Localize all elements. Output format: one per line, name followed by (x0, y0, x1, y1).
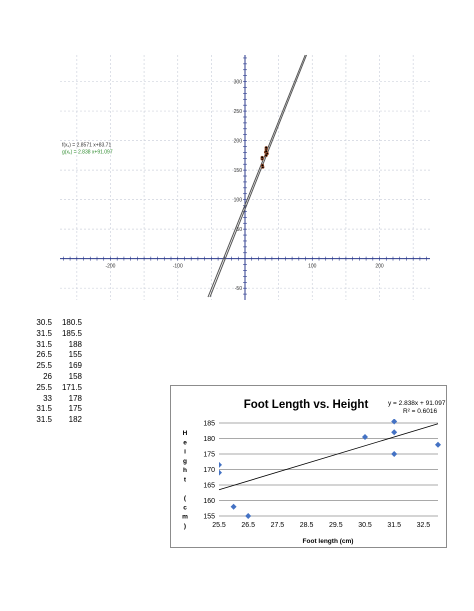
data-point (264, 149, 268, 153)
function-line (207, 54, 306, 298)
x-tick-label: 27.5 (271, 522, 285, 529)
y-tick-label: 300 (234, 80, 243, 86)
y-tick-label: 180 (203, 436, 215, 443)
equation-label: g(x₁) = 2.838 x+91.097 (62, 150, 113, 156)
table-row: 31.5 188 (0, 340, 120, 351)
y-axis-label-char: c (183, 504, 187, 511)
equation-label: f(x₁) = 2.8571 x+83.71 (62, 143, 111, 149)
y-tick-label: -50 (235, 286, 242, 292)
y-axis-label-char: ( (184, 495, 187, 502)
y-tick-label: 185 (203, 421, 215, 428)
x-tick-label: 100 (308, 264, 317, 270)
foot-length-cell: 33 (43, 393, 52, 403)
height-cell: 158 (68, 371, 82, 381)
y-axis-label-char: t (184, 477, 187, 484)
data-point (230, 503, 237, 510)
foot-length-cell: 31.5 (36, 328, 52, 338)
function-graph: -200 -100 100 200 300 250 200 150 100 50 -50 f(x₁) … (60, 54, 430, 300)
scatter-chart-svg: Foot Length vs. Height y = 2.838x + 91.09… (182, 399, 446, 545)
height-cell: 178 (68, 393, 82, 403)
data-point (391, 429, 398, 436)
height-cell: 175 (68, 404, 82, 414)
data-point (391, 451, 398, 457)
foot-length-cell: 25.5 (36, 382, 52, 392)
foot-length-cell: 31.5 (36, 415, 52, 425)
trendline (218, 423, 439, 491)
table-row: 26 158 (0, 372, 120, 383)
data-point (391, 411, 397, 417)
foot-length-cell: 26 (43, 371, 52, 381)
trendline-equation: y = 2.838x + 91.097 (388, 400, 446, 407)
height-cell: 185.5 (61, 328, 82, 338)
height-cell: 155 (68, 350, 82, 360)
foot-length-cell: 25.5 (36, 361, 52, 371)
y-tick-label: 200 (234, 139, 243, 145)
y-tick-label: 170 (203, 467, 215, 474)
data-points (219, 411, 441, 519)
data-point (219, 469, 222, 476)
x-tick-label: 26.5 (241, 522, 255, 529)
x-tick-label: 200 (375, 264, 384, 270)
table-row: 30.5 180.5 (0, 318, 120, 329)
table-row: 26.5 155 (0, 350, 120, 361)
table-row: 31.5 185.5 (0, 329, 120, 340)
y-axis-label-char: H (183, 430, 188, 437)
foot-length-cell: 26.5 (36, 350, 52, 360)
data-point (260, 155, 264, 160)
foot-length-cell: 31.5 (36, 404, 52, 414)
height-cell: 169 (68, 361, 82, 371)
table-row: 25.5 169 (0, 361, 120, 372)
data-point (435, 441, 441, 448)
foot-length-cell: 31.5 (36, 339, 52, 349)
y-axis-label-char: m (182, 514, 188, 521)
x-tick-label: 30.5 (358, 522, 372, 529)
chart-title: Foot Length vs. Height (244, 399, 369, 411)
y-tick-label: 155 (203, 514, 215, 521)
table-row: 33 178 (0, 394, 120, 405)
table-row: 25.5 171.5 (0, 383, 120, 394)
scatter-chart: Foot Length vs. Height y = 2.838x + 91.09… (170, 385, 447, 548)
data-point (264, 153, 268, 157)
y-tick-label: 50 (236, 227, 242, 233)
data-point (260, 163, 265, 167)
x-tick-label: 28.5 (300, 522, 314, 529)
data-point (264, 146, 268, 150)
data-table: 30.5 180.5 31.5 185.5 31.5 188 26.5 155 25.5 169 2… (0, 318, 120, 426)
height-cell: 188 (68, 339, 82, 349)
r-squared-label: R² = 0.6016 (403, 408, 438, 415)
x-tick-label: 29.5 (329, 522, 343, 529)
data-point (362, 433, 368, 440)
y-axis-label-char: i (184, 449, 186, 456)
y-tick-label: 160 (203, 498, 215, 505)
y-axis-label-char: g (183, 458, 187, 465)
table-row: 31.5 182 (0, 415, 120, 426)
y-axis-label-char: h (183, 467, 187, 474)
y-tick-label: 165 (203, 483, 215, 490)
data-point (245, 513, 252, 519)
x-tick-label: -200 (105, 264, 115, 270)
x-axis-label: Foot length (cm) (303, 538, 354, 545)
x-tick-label: 31.5 (387, 522, 401, 529)
height-cell: 171.5 (61, 382, 82, 392)
foot-length-cell: 30.5 (36, 318, 52, 327)
y-axis-label-char: e (183, 439, 187, 446)
y-tick-label: 100 (234, 198, 243, 204)
y-axis-label-char: ) (184, 523, 186, 530)
table-row: 31.5 175 (0, 404, 120, 415)
y-tick-label: 250 (234, 109, 243, 115)
height-cell: 182 (68, 415, 82, 425)
x-tick-label: -100 (173, 264, 183, 270)
x-tick-label: 25.5 (212, 522, 226, 529)
height-cell: 180.5 (61, 318, 82, 327)
data-point (391, 419, 398, 425)
data-point (219, 461, 222, 468)
x-tick-label: 32.5 (417, 522, 431, 529)
y-tick-label: 150 (234, 168, 243, 174)
y-tick-label: 175 (203, 452, 215, 459)
function-line (209, 54, 307, 298)
